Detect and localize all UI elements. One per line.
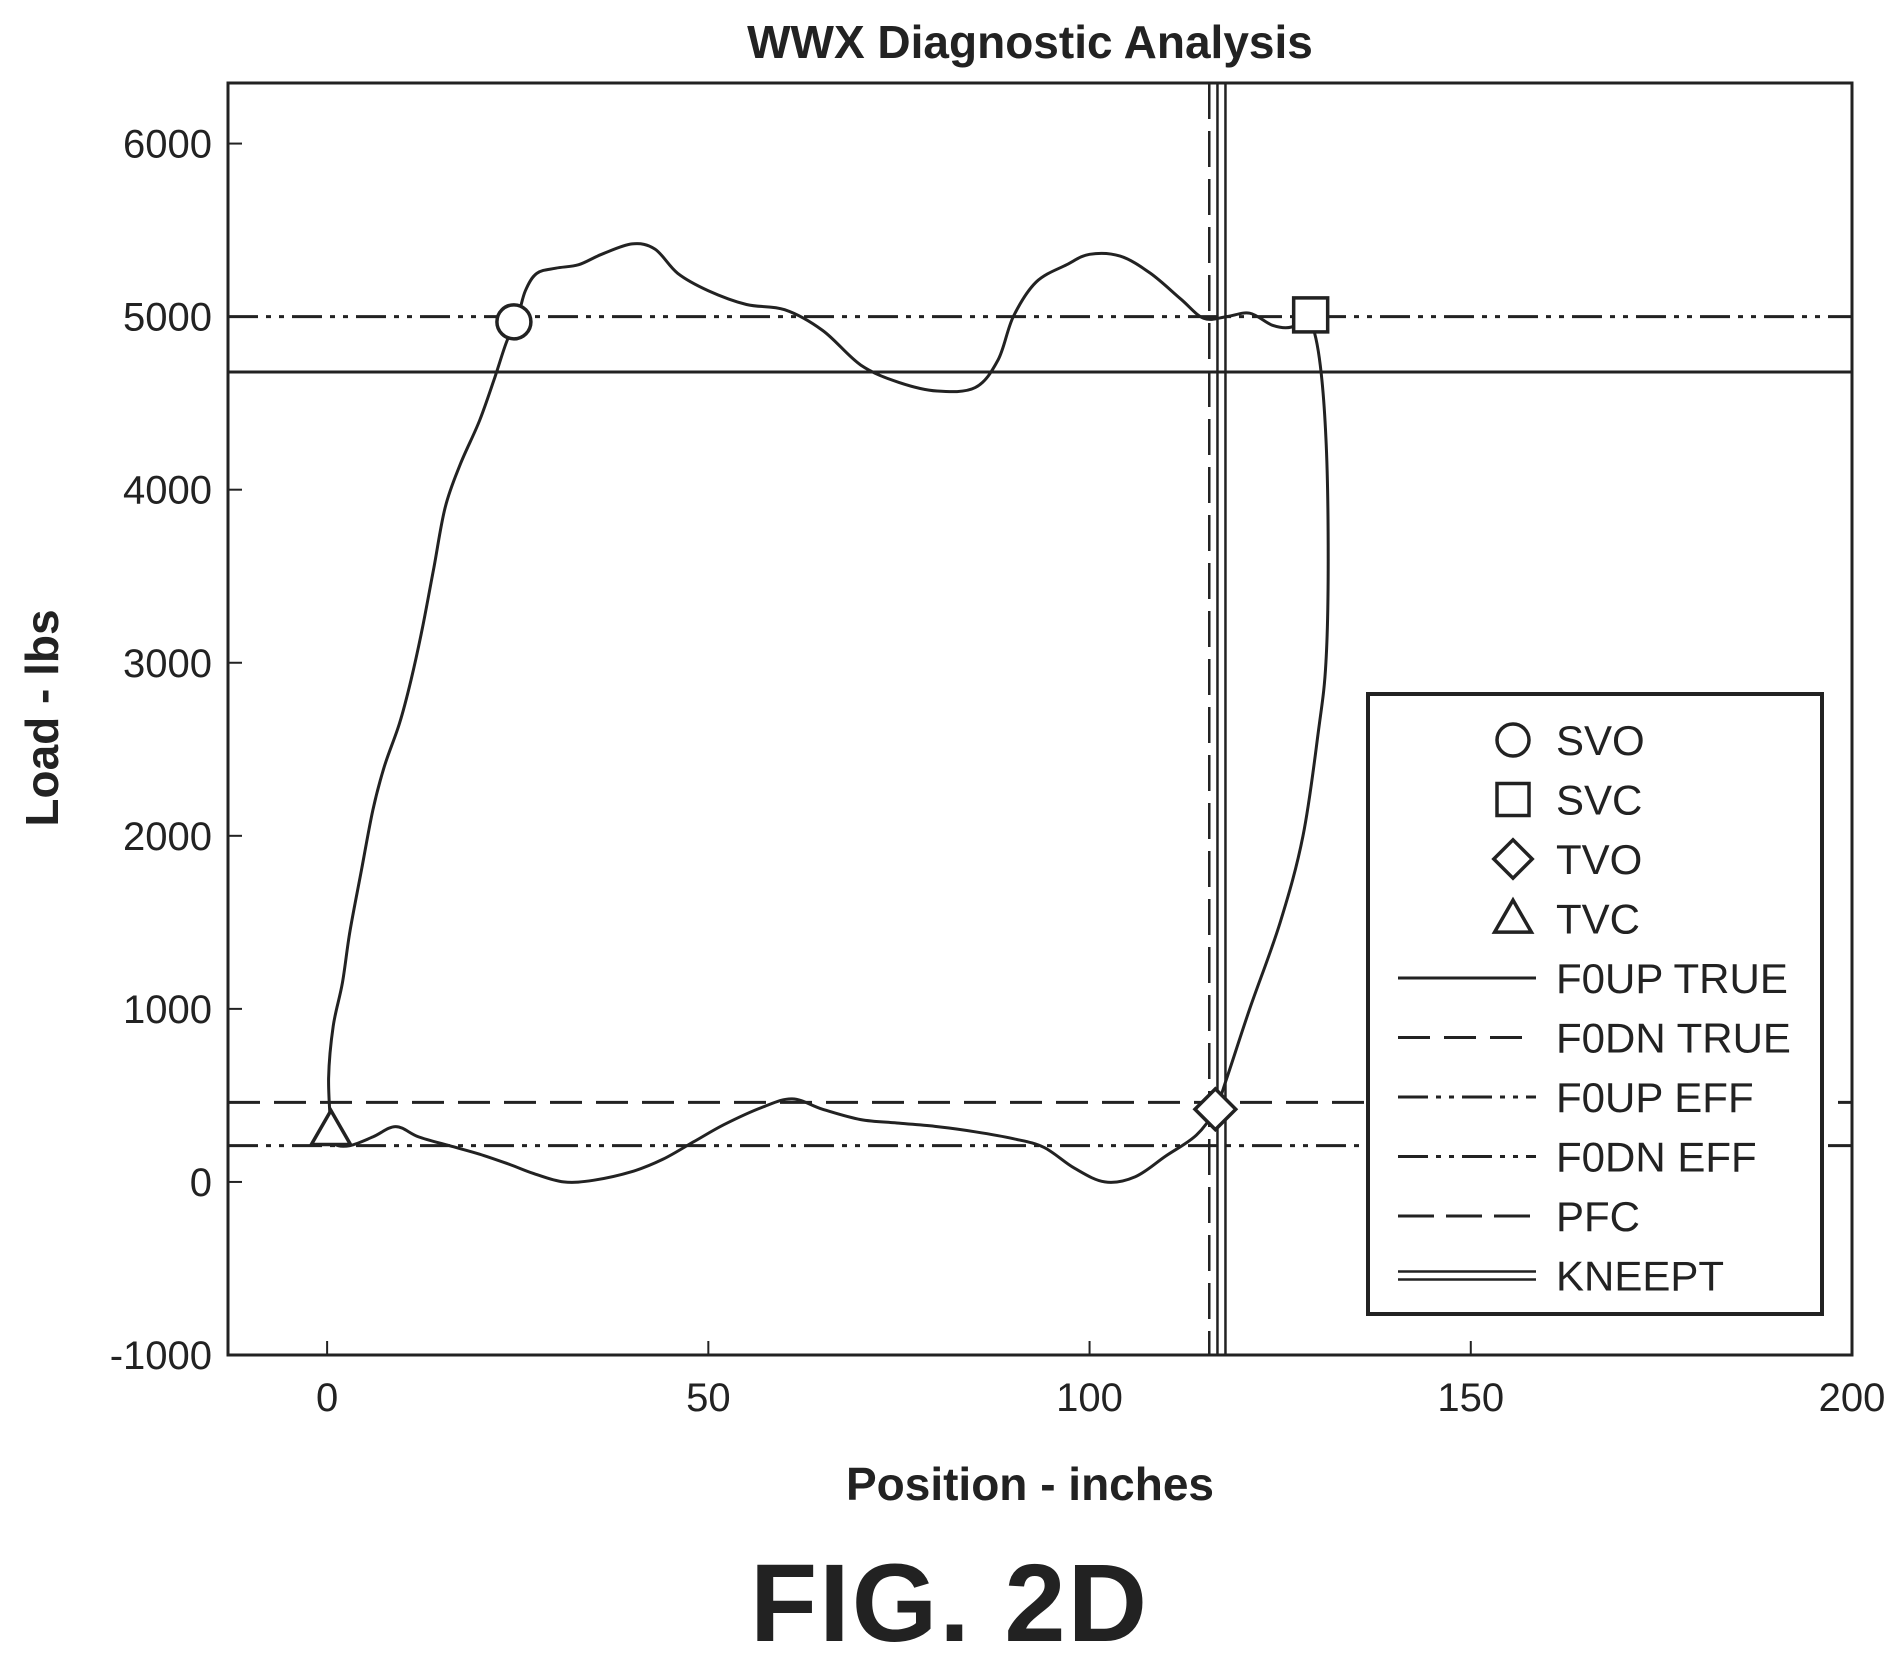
chart: WWX Diagnostic Analysis Load - lbs Posit… <box>16 16 1886 1510</box>
plot-frame <box>226 81 1854 1357</box>
marker-tvo <box>1192 1086 1239 1133</box>
legend-symbol <box>1495 781 1531 818</box>
y-tick-label: 0 <box>190 1161 212 1205</box>
marker-svo <box>495 303 533 341</box>
y-tick-label: 6000 <box>123 123 212 167</box>
x-tick-label: 50 <box>686 1376 731 1420</box>
legend-box <box>1366 692 1824 1316</box>
legend-label: TVC <box>1556 896 1640 943</box>
figure-label: FIG. 2D <box>749 1542 1150 1665</box>
legend-symbol <box>1491 896 1535 934</box>
legend-item-svc: SVC <box>1495 777 1642 824</box>
x-tick-label: 200 <box>1819 1376 1886 1420</box>
load-position-curve <box>327 242 1330 1184</box>
y-tick-label: 5000 <box>123 296 212 340</box>
legend-item-tvo: TVO <box>1491 836 1642 883</box>
legend-label: KNEEPT <box>1556 1253 1724 1300</box>
y-tick-label: 2000 <box>123 815 212 859</box>
axis-ticks: 0 50 100 150 200 -1000 0 1000 2000 3000 4000 5000 60… <box>110 123 1886 1420</box>
y-axis-label: Load - lbs <box>16 609 68 826</box>
vline-kneept <box>1216 83 1227 1355</box>
chart-title: WWX Diagnostic Analysis <box>747 16 1313 68</box>
legend-label: PFC <box>1556 1193 1640 1240</box>
marker-svc <box>1291 296 1330 334</box>
legend-label: F0UP TRUE <box>1556 955 1788 1002</box>
legend-symbol <box>1495 722 1531 758</box>
x-axis-label: Position - inches <box>846 1458 1214 1510</box>
y-tick-label: 3000 <box>123 642 212 686</box>
legend-item-f0up-eff: F0UP EFF <box>1398 1074 1754 1121</box>
legend: SVO SVC TVO TVC F0UP TRUE F0DN TRUE F0UP EFF F0… <box>1366 692 1824 1316</box>
legend-item-f0dn-eff: F0DN EFF <box>1398 1134 1757 1181</box>
legend-item-kneept: KNEEPT <box>1398 1253 1724 1300</box>
legend-symbol <box>1491 837 1535 881</box>
legend-label: F0DN TRUE <box>1556 1015 1791 1062</box>
legend-item-svo: SVO <box>1495 717 1645 764</box>
legend-label: SVC <box>1556 777 1642 824</box>
y-tick-label: 1000 <box>123 988 212 1032</box>
y-tick-label: 4000 <box>123 469 212 513</box>
legend-label: SVO <box>1556 717 1645 764</box>
legend-label: TVO <box>1556 836 1642 883</box>
event-markers <box>308 296 1330 1147</box>
x-tick-label: 0 <box>316 1376 338 1420</box>
x-tick-label: 150 <box>1437 1376 1504 1420</box>
data-curve-group <box>327 242 1330 1184</box>
legend-item-f0up-true: F0UP TRUE <box>1398 955 1788 1002</box>
y-tick-label: -1000 <box>110 1334 212 1378</box>
legend-item-tvc: TVC <box>1491 896 1640 943</box>
legend-label: F0UP EFF <box>1556 1074 1754 1121</box>
marker-tvc <box>308 1106 354 1147</box>
legend-symbol <box>1398 1270 1536 1281</box>
legend-item-pfc: PFC <box>1398 1193 1640 1240</box>
legend-item-f0dn-true: F0DN TRUE <box>1398 1015 1791 1062</box>
x-tick-label: 100 <box>1056 1376 1123 1420</box>
legend-label: F0DN EFF <box>1556 1134 1757 1181</box>
